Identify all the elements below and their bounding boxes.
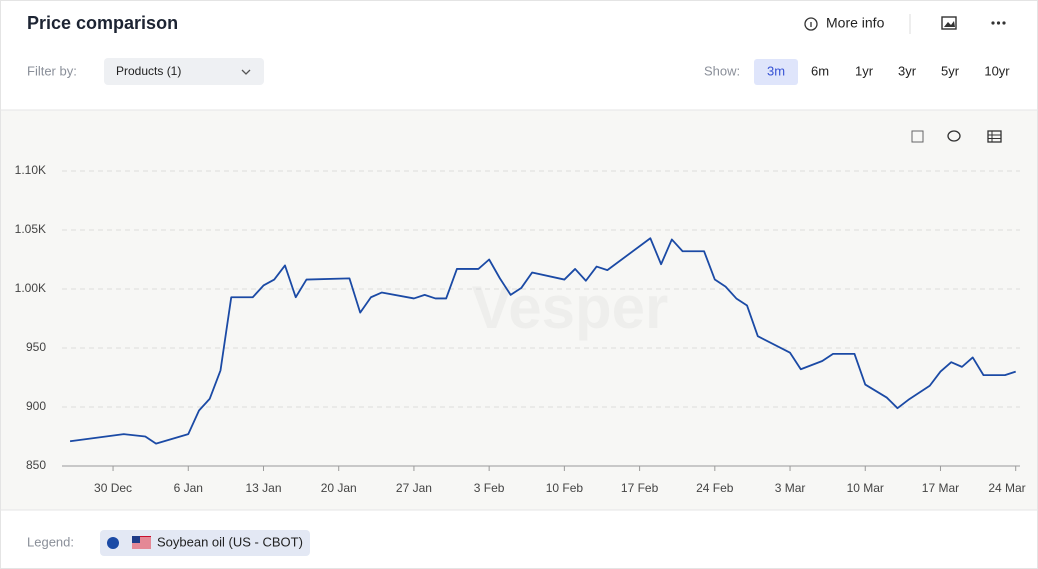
x-tick-label: 6 Jan [174,481,203,495]
dropdown-caret [241,69,251,75]
filter-dropdown[interactable] [104,58,264,85]
title: Price comparison [27,13,178,33]
us-flag [132,536,151,549]
x-tick-label: 30 Dec [94,481,132,495]
range-button[interactable]: 10yr [984,63,1010,78]
legend-swatch [107,537,119,549]
y-tick-label: 1.00K [15,281,46,295]
x-tick-label: 17 Mar [922,481,959,495]
range-button[interactable]: 3yr [898,63,917,78]
table-icon-lines [988,131,1001,142]
legend-text: Soybean oil (US - CBOT) [157,534,303,549]
range-button[interactable]: 6m [811,63,829,78]
watermark: Vesper [472,274,669,341]
y-tick-label: 1.10K [15,163,46,177]
y-tick-label: 1.05K [15,222,46,236]
x-tick-label: 3 Mar [775,481,806,495]
range-button[interactable]: 5yr [941,63,960,78]
x-tick-label: 3 Feb [474,481,505,495]
image-icon-glyph [944,21,955,27]
filter-value: Products (1) [116,64,181,78]
info-icon[interactable] [804,17,818,31]
comment-icon[interactable] [947,130,961,142]
price-line [69,237,1016,445]
chart-area [1,110,1037,510]
image-icon[interactable] [941,16,957,30]
show-label: Show: [704,63,740,78]
y-tick-label: 850 [26,458,46,472]
x-tick-label: 27 Jan [396,481,432,495]
legend-label: Legend: [27,534,74,549]
chart-type-icon[interactable] [911,130,924,143]
x-tick-label: 10 Mar [847,481,884,495]
x-tick-label: 17 Feb [621,481,659,495]
table-icon[interactable] [987,130,1002,143]
x-tick-label: 20 Jan [321,481,357,495]
range-button[interactable]: 1yr [855,63,874,78]
x-tick-label: 24 Mar [988,481,1025,495]
legend-item[interactable] [100,530,310,556]
y-tick-label: 950 [26,340,46,354]
y-tick-label: 900 [26,399,46,413]
x-tick-label: 24 Feb [696,481,734,495]
range-button[interactable]: 3m [767,63,785,78]
x-tick-label: 10 Feb [546,481,584,495]
range-selected [754,59,798,85]
filter-label: Filter by: [27,63,77,78]
x-tick-label: 13 Jan [245,481,281,495]
more-info[interactable]: More info [826,15,885,31]
menu-icon[interactable] [991,21,1006,25]
